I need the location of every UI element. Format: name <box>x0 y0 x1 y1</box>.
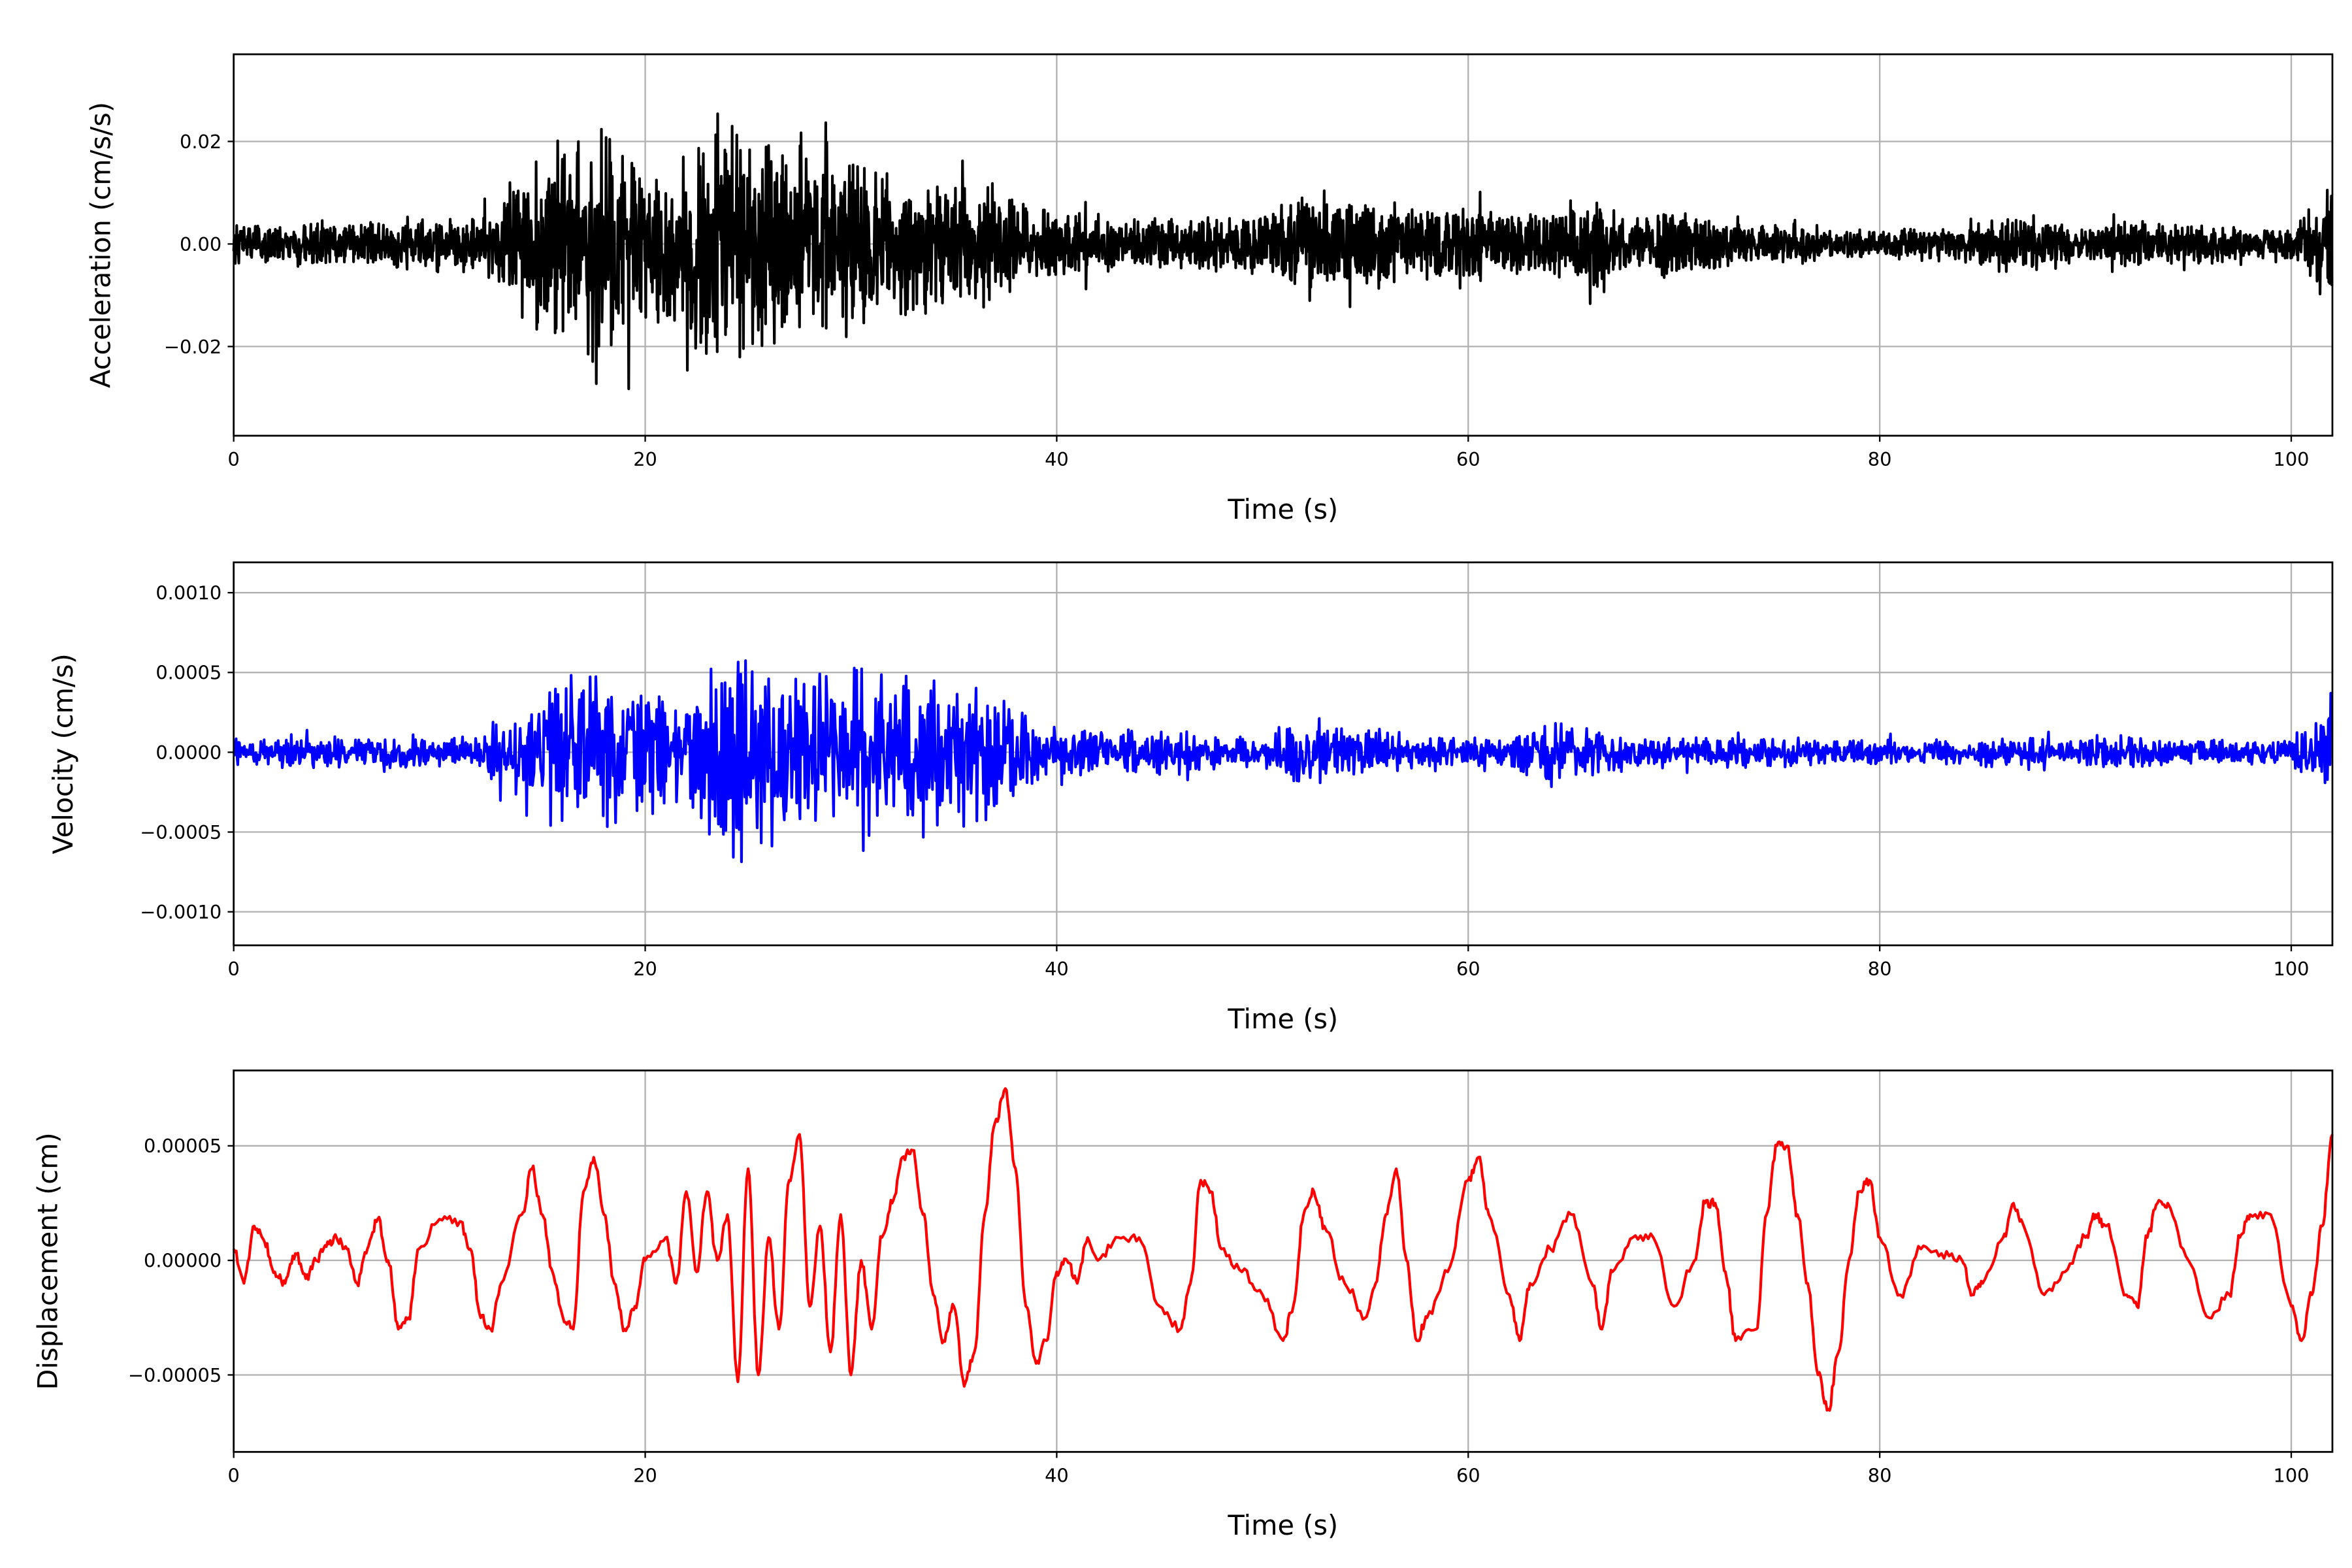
x-tick-label: 0 <box>228 1464 240 1486</box>
acceleration-panel: 0 20 40 60 80 100 −0.02 0.00 0.02 Time (s) Acceler… <box>84 53 2334 525</box>
x-tick-label: 100 <box>2273 1464 2309 1486</box>
velocity-panel: 0 20 40 60 80 100 −0.0010 −0.0005 0.0000 0.0005 0.… <box>47 561 2334 1035</box>
y-axis-label: Velocity (cm/s) <box>47 653 79 854</box>
x-tick-label: 0 <box>228 958 240 980</box>
x-tick-label: 80 <box>1868 958 1892 980</box>
y-tick-label: 0.02 <box>180 131 221 153</box>
x-tick-label: 40 <box>1045 958 1069 980</box>
y-tick-label: 0.00 <box>180 233 221 255</box>
x-tick-label: 20 <box>633 1464 657 1486</box>
y-tick-label: −0.0005 <box>140 821 221 843</box>
x-tick-label: 40 <box>1045 448 1069 470</box>
x-tick-label: 60 <box>1456 1464 1480 1486</box>
x-tick-label: 20 <box>633 958 657 980</box>
x-axis-label: Time (s) <box>1227 1003 1338 1035</box>
y-tick-label: 0.00000 <box>144 1250 221 1272</box>
series-line <box>232 659 2333 864</box>
y-tick-label: −0.00005 <box>128 1364 221 1386</box>
y-tick-label: 0.0010 <box>155 582 221 604</box>
axes-frame <box>233 53 2334 437</box>
y-axis-label: Displacement (cm) <box>32 1132 64 1390</box>
x-axis-label: Time (s) <box>1227 1509 1338 1541</box>
y-tick-label: −0.0010 <box>140 901 221 923</box>
displacement-panel: 0 20 40 60 80 100 −0.00005 0.00000 0.00005 Time (… <box>32 1070 2334 1541</box>
x-axis-label: Time (s) <box>1227 493 1338 525</box>
x-tick-label: 100 <box>2273 448 2309 470</box>
x-tick-label: 0 <box>228 448 240 470</box>
axes-frame <box>233 561 2334 947</box>
x-tick-label: 80 <box>1868 1464 1892 1486</box>
y-tick-label: 0.0005 <box>155 662 221 684</box>
y-tick-label: 0.00005 <box>144 1135 221 1157</box>
series-line <box>232 112 2334 391</box>
x-tick-label: 60 <box>1456 958 1480 980</box>
y-tick-label: 0.0000 <box>155 742 221 764</box>
x-tick-label: 20 <box>633 448 657 470</box>
y-tick-label: −0.02 <box>164 336 221 358</box>
x-tick-label: 80 <box>1868 448 1892 470</box>
x-tick-label: 40 <box>1045 1464 1069 1486</box>
x-tick-label: 60 <box>1456 448 1480 470</box>
series-line <box>232 1087 2334 1412</box>
x-tick-label: 100 <box>2273 958 2309 980</box>
axes-frame <box>233 1070 2334 1453</box>
y-axis-label: Acceleration (cm/s/s) <box>84 102 116 388</box>
